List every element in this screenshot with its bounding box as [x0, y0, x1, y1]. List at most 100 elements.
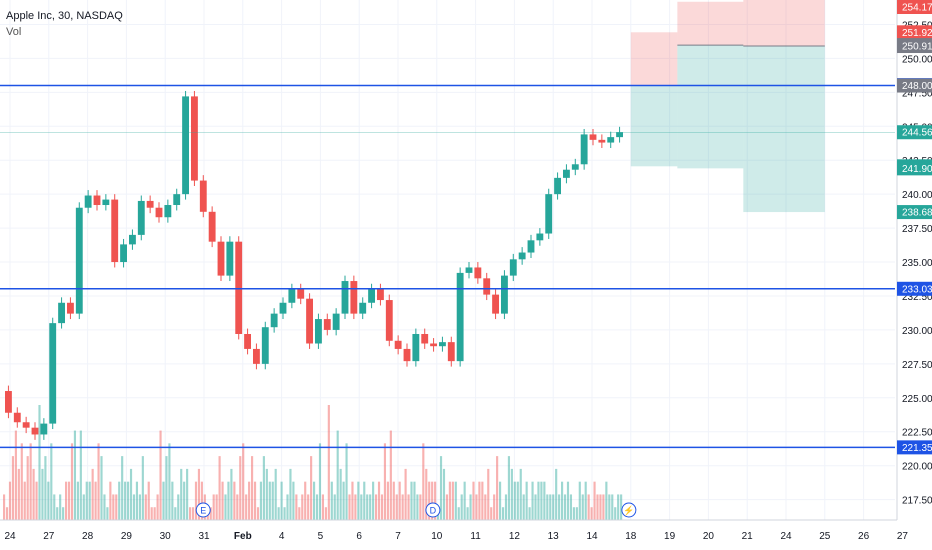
volume-bar	[144, 494, 147, 520]
candle-body	[563, 169, 570, 178]
volume-bar	[410, 481, 413, 520]
candle	[509, 253, 517, 282]
volume-bar	[20, 443, 23, 520]
volume-bar	[351, 481, 354, 520]
price-label-text: 233.03	[902, 284, 932, 295]
candle-body	[607, 137, 615, 143]
volume-bar	[248, 481, 251, 520]
candle	[58, 297, 65, 329]
candle	[403, 343, 411, 367]
x-tick-label: 24	[780, 531, 792, 542]
volume-bar	[617, 494, 620, 520]
volume-bar	[522, 494, 525, 520]
volume-bar	[501, 507, 505, 520]
volume-bar	[448, 481, 451, 520]
x-tick-label: 4	[279, 531, 285, 542]
x-tick-label: 26	[858, 531, 870, 542]
volume-bar	[513, 481, 516, 520]
volume-bar	[590, 507, 593, 520]
horizontal-lines[interactable]	[0, 84, 895, 449]
price-label: 221.35	[897, 440, 932, 455]
candle-body	[385, 300, 393, 341]
volume-bar	[478, 481, 481, 520]
y-tick-label: 217.50	[902, 496, 932, 507]
candle	[270, 308, 278, 333]
candles[interactable]	[5, 90, 623, 440]
price-label-text: 221.35	[902, 443, 932, 454]
volume-bar	[265, 468, 268, 520]
candle	[412, 328, 420, 367]
volume-bar	[41, 468, 44, 520]
volume-bar	[469, 494, 472, 520]
volume-bar	[569, 494, 573, 520]
price-label-box	[897, 0, 932, 14]
candle-body	[137, 200, 145, 235]
candle	[199, 175, 207, 218]
volume-bar	[221, 481, 224, 520]
y-tick-label: 235.00	[902, 258, 932, 269]
candle-body	[22, 422, 30, 428]
y-tick-label: 220.00	[902, 462, 932, 473]
volume-bar	[103, 494, 106, 520]
candle-body	[616, 132, 623, 138]
volume-bar	[271, 481, 274, 520]
candle	[164, 199, 172, 223]
volume-bar	[563, 494, 567, 520]
candle-body	[545, 194, 553, 234]
volume-bar	[168, 443, 171, 520]
candle-body	[536, 233, 544, 241]
x-tick-label: 19	[664, 531, 676, 542]
candle-body	[297, 289, 305, 299]
candle-body	[226, 241, 234, 276]
y-tick-label: 237.50	[902, 224, 932, 235]
volume-bar	[242, 443, 245, 520]
volume-bar	[183, 481, 186, 520]
y-tick-label: 247.50	[902, 88, 932, 99]
volume-bar	[82, 494, 85, 520]
candle	[554, 172, 561, 200]
candle	[137, 195, 145, 241]
short-positions[interactable]	[630, 0, 825, 213]
x-tick-label: 11	[470, 531, 481, 542]
candle-body	[67, 302, 74, 314]
event-markers[interactable]: E D ⚡	[195, 502, 637, 518]
candle	[527, 234, 535, 258]
candle-body	[421, 333, 429, 344]
volume-bar	[442, 468, 446, 520]
candle	[439, 336, 446, 352]
volume-bar	[357, 481, 360, 520]
volume-bar	[59, 494, 62, 520]
volume-bar	[493, 494, 496, 520]
candle	[571, 158, 579, 176]
volume-bar	[584, 481, 587, 520]
candle	[5, 385, 12, 419]
candle-body	[332, 313, 340, 330]
candle-body	[84, 195, 92, 208]
volume-bar	[251, 456, 254, 520]
price-label-box	[897, 161, 932, 176]
price-label-text: 241.90	[902, 164, 932, 175]
volume-bar	[454, 481, 457, 520]
volume-bar	[581, 494, 584, 520]
event-marker-circle	[195, 502, 211, 518]
volume-bar	[256, 507, 260, 520]
volume-bar	[112, 494, 115, 520]
event-marker: E	[195, 502, 211, 518]
x-tick-label: 18	[625, 531, 637, 542]
volume-bar	[292, 481, 295, 520]
candle-body	[394, 340, 402, 349]
price-label: 241.90	[897, 161, 932, 176]
x-tick-label: 31	[198, 531, 210, 542]
candle	[288, 283, 296, 309]
volume-bar	[156, 494, 159, 520]
candle	[49, 317, 57, 430]
candle	[359, 297, 367, 320]
volume-bar	[289, 468, 292, 520]
candle	[173, 188, 181, 211]
volume-bar	[552, 494, 555, 520]
candle-body	[518, 252, 526, 260]
volume-bar	[339, 468, 342, 520]
candle-body	[580, 134, 588, 165]
volume-bar	[572, 507, 575, 520]
